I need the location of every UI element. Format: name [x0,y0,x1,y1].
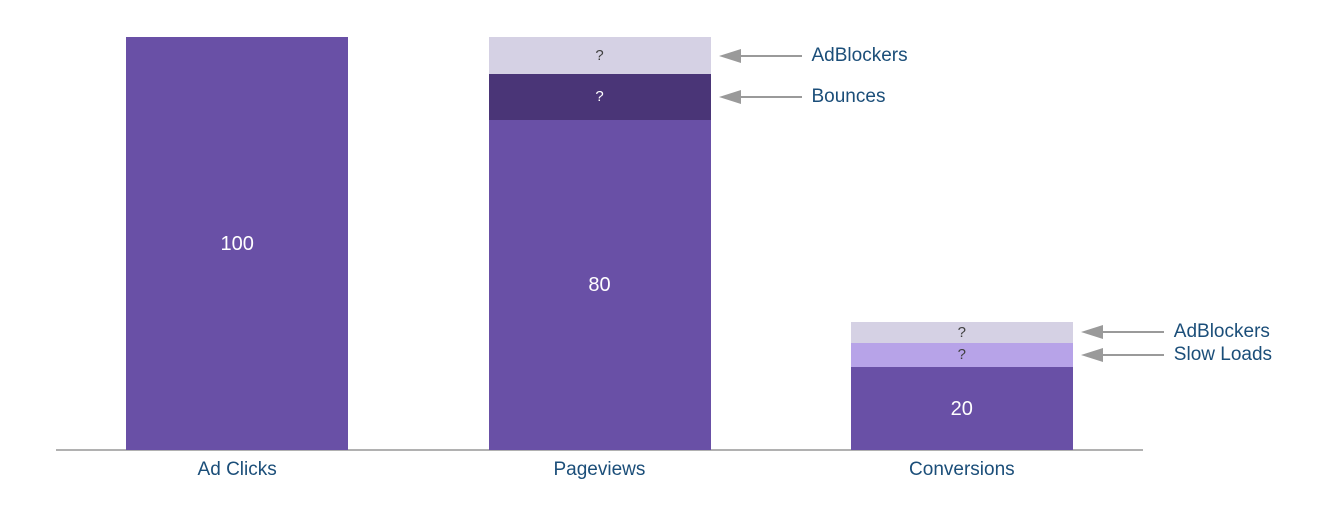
segment-pageviews: 80 [488,119,711,450]
segment-value-label: 80 [588,273,611,296]
annotation-label: AdBlockers [1173,321,1270,343]
segment-value-label: 100 [220,232,254,255]
arrow-line [740,95,802,98]
annotation-bounces-pageviews: Bounces [718,85,886,108]
annotation-adblockers-conversions: AdBlockers [1080,321,1270,343]
arrow-line [1102,331,1164,334]
bar-ad-clicks: 100 [126,37,349,450]
arrow-line [740,54,802,57]
arrow-left-icon [718,89,741,104]
arrow-left-icon [718,48,741,63]
arrow-left-icon [1080,325,1103,340]
segment-adblockers: ? [850,322,1073,343]
category-label-ad-clicks: Ad Clicks [197,459,277,480]
annotation-adblockers-pageviews: AdBlockers [718,44,908,67]
segment-value-label: ? [957,323,966,341]
segment-slow-loads: ? [850,342,1073,368]
annotation-label: AdBlockers [811,44,908,66]
category-label-pageviews: Pageviews [553,459,646,480]
annotation-label: Bounces [811,85,886,107]
arrow-line [1102,354,1164,356]
annotation-slow-loads-conversions: Slow Loads [1080,344,1273,366]
segment-conversions: 20 [850,367,1073,450]
segment-value-label: ? [595,88,604,106]
arrow-left-icon [1080,348,1103,362]
segment-value-label: ? [595,47,604,65]
segment-adblockers: ? [488,37,711,75]
segment-value-label: 20 [950,397,973,420]
segment-value-label: ? [957,346,966,364]
x-axis-line [56,449,1143,451]
segment-bounces: ? [488,74,711,120]
category-label-conversions: Conversions [909,459,1015,480]
segment-ad-clicks: 100 [126,37,349,450]
bar-pageviews: ?? 80 [488,37,711,450]
annotation-label: Slow Loads [1173,344,1273,365]
bar-conversions: ?? 20 [850,322,1073,450]
